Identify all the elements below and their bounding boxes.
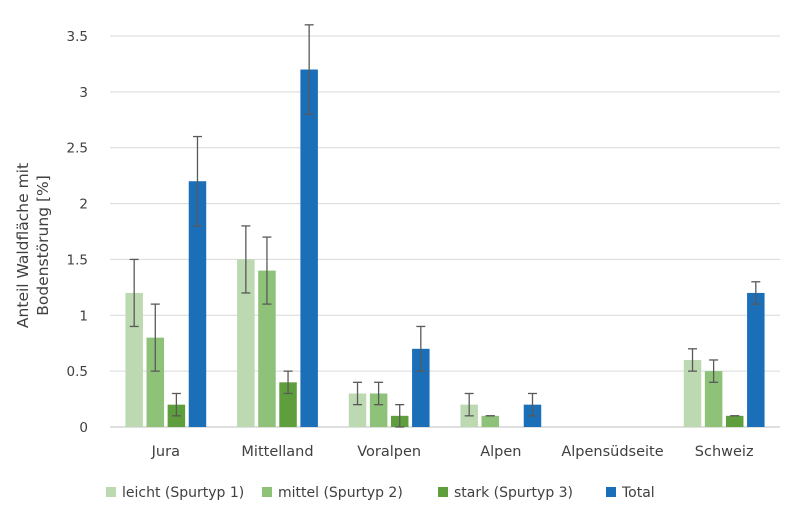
legend-label: Total [621,485,655,501]
bar-4 [747,292,765,427]
bars [125,69,765,427]
bar-1 [237,259,255,427]
y-axis-ticks: 0 0.5 1 1.5 2 2.5 3 3.5 [67,29,88,436]
y-tick-label: 3 [79,85,88,101]
bar-2 [146,337,165,427]
category-label: Alpensüdseite [561,444,663,460]
y-axis-label: Anteil Waldfläche mit Bodenstörung [%] [14,163,52,328]
legend-label: stark (Spurtyp 3) [454,485,573,501]
legend-label: leicht (Spurtyp 1) [122,485,244,501]
legend-label: mittel (Spurtyp 2) [278,485,403,501]
bar-1 [348,393,367,427]
y-tick-label: 1.5 [67,252,88,268]
y-axis-title: Anteil Waldfläche mit Bodenstörung [%] [14,163,52,328]
bar-2 [704,371,723,427]
y-axis-title-line: Anteil Waldfläche mit [14,163,32,328]
y-tick-label: 0 [79,420,88,436]
legend: leicht (Spurtyp 1) mittel (Spurtyp 2) star… [106,485,655,501]
category-label: Voralpen [357,444,421,460]
legend-swatch [438,487,448,497]
bar-2 [258,270,276,427]
bar-4 [300,69,318,427]
bar-2 [369,393,388,427]
x-axis-categories: Jura Mittelland Voralpen Alpen Alpensüdseite… [151,444,754,460]
legend-swatch [106,487,116,497]
category-label: Schweiz [695,444,754,460]
legend-swatch [606,487,616,497]
y-tick-label: 0.5 [67,364,88,380]
legend-swatch [262,487,272,497]
category-label: Alpen [480,444,521,460]
error-bars [129,24,761,428]
y-tick-label: 2.5 [67,141,88,157]
category-label: Jura [151,444,180,460]
bar-3 [725,415,744,427]
y-tick-label: 1 [79,308,88,324]
y-tick-label: 3.5 [67,29,88,45]
bar-2 [481,415,500,427]
y-axis-title-line: Bodenstörung [%] [34,175,52,316]
category-label: Mittelland [241,444,313,460]
y-tick-label: 2 [79,197,88,213]
bar-1 [683,359,702,427]
bar-4 [412,348,430,427]
bar-4 [188,181,207,427]
gridlines [110,35,780,428]
